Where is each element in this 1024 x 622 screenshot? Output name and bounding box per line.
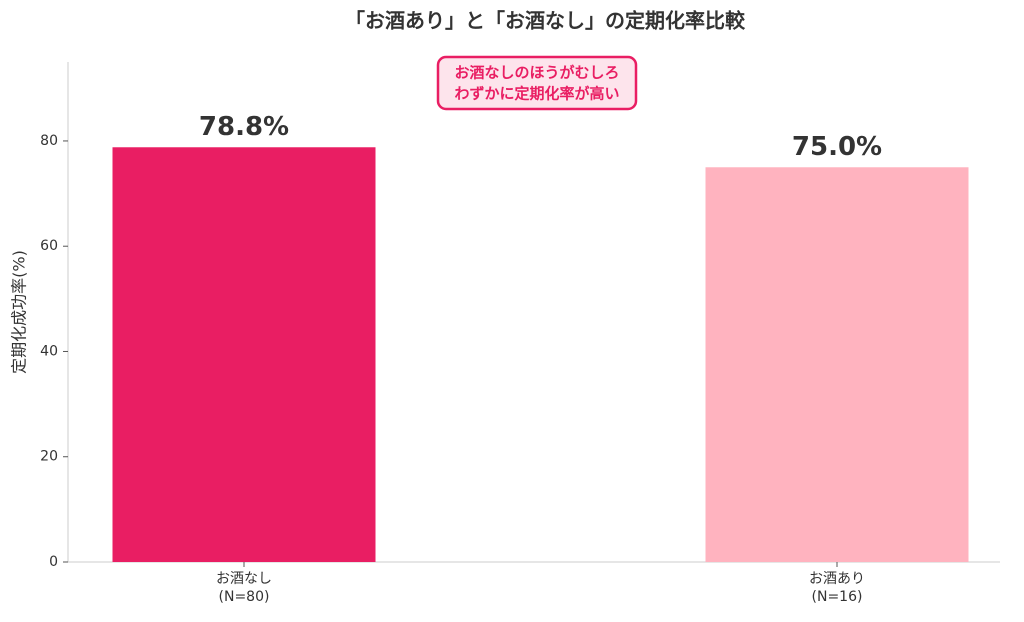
value-label: 75.0% [792,132,882,162]
y-tick-label: 40 [40,343,58,359]
x-tick-label: (N=80) [219,589,270,605]
annotation-box [436,55,638,111]
y-tick-label: 80 [40,133,58,149]
y-axis-label: 定期化成功率(%) [10,250,29,374]
y-tick-label: 20 [40,449,58,465]
annotation: お酒なしのほうがむしろ [454,64,619,82]
chart-title: 「お酒あり」と「お酒なし」の定期化率比較 [345,9,746,33]
x-tick-label: お酒あり [809,571,865,587]
bar [112,147,376,562]
value-label: 78.8% [199,112,289,142]
annotation: わずかに定期化率が高い [454,85,619,103]
y-tick-label: 0 [49,554,58,570]
x-tick-label: (N=16) [812,589,863,605]
bar [705,167,969,562]
y-tick-label: 60 [40,238,58,254]
x-tick-label: お酒なし [216,571,272,587]
